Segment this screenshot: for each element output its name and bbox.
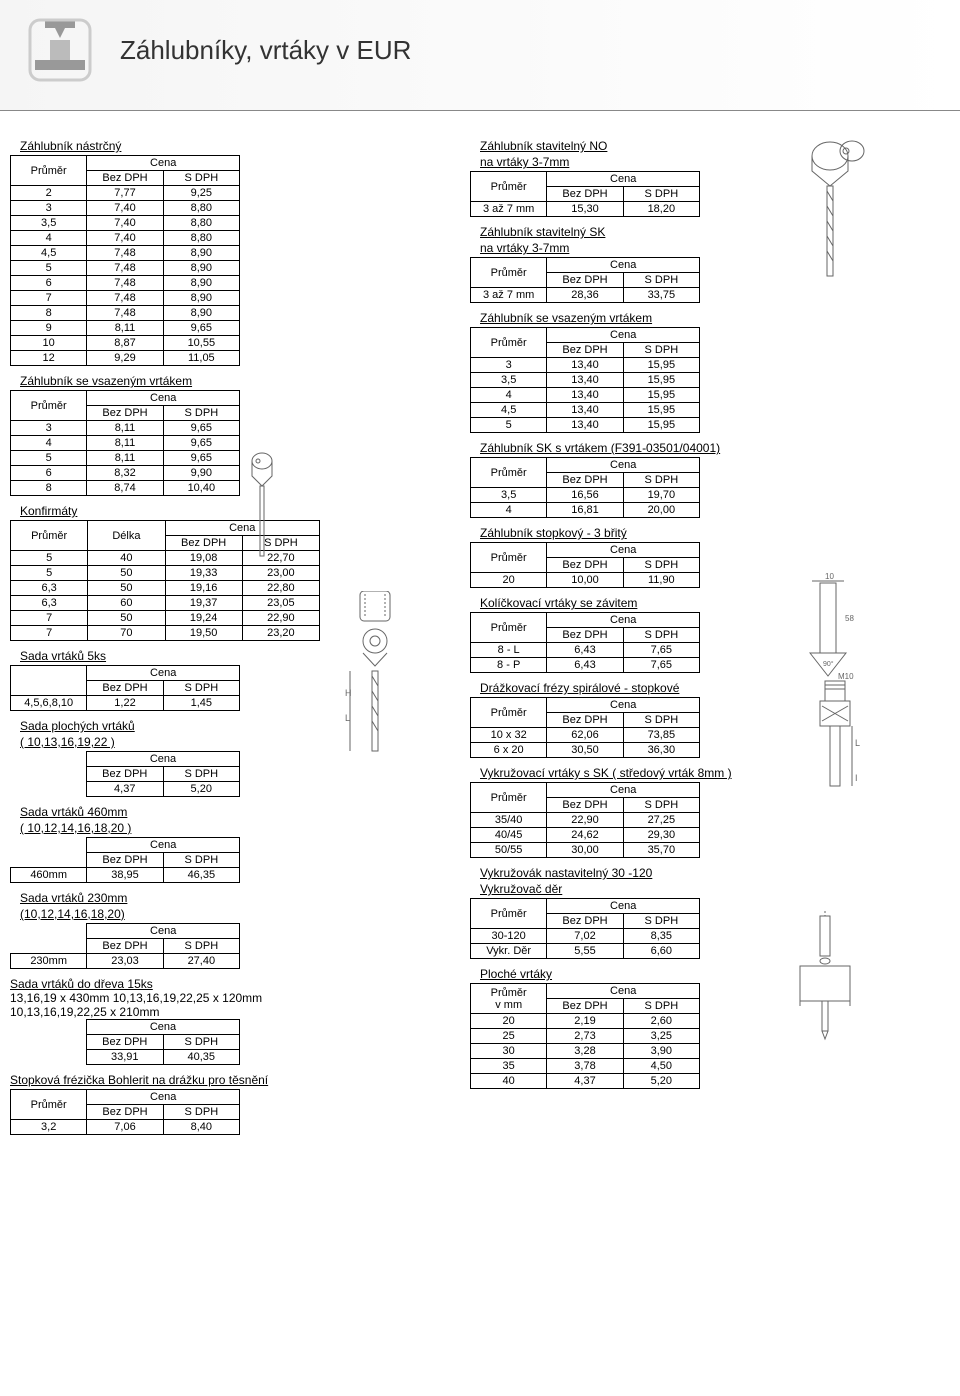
table-vsazeny: PrůměrCena Bez DPHS DPH 38,119,6548,119,…: [10, 390, 240, 496]
dowel-drill-icon: M10 L I: [800, 671, 870, 811]
table-15ks: Cena Bez DPHS DPH 33,9140,35: [10, 1019, 240, 1065]
sec-sub: Vykružovač děr: [480, 882, 900, 896]
sec-title: Záhlubník se vsazeným vrtákem: [480, 311, 900, 325]
content-area: Záhlubník nástrčný PrůměrCena Bez DPHS D…: [0, 111, 960, 1161]
sec-title: Záhlubník stopkový - 3 břitý: [480, 526, 900, 540]
table-230: Cena Bez DPHS DPH 230mm23,0327,40: [10, 923, 240, 969]
sec-title: Vykružovák nastavitelný 30 -120: [480, 866, 900, 880]
table-ploche-vrtaky: Průměrv mmCena Bez DPHS DPH 202,192,6025…: [470, 983, 700, 1089]
table-nastrcny: PrůměrCena Bez DPHS DPH 27,779,2537,408,…: [10, 155, 240, 366]
table-sk-vrtak: PrůměrCena Bez DPHS DPH 3,516,5619,70416…: [470, 457, 700, 518]
sec-sub: (10,12,14,16,18,20): [20, 907, 440, 921]
table-vykruz-sk: PrůměrCena Bez DPHS DPH 35/4022,9027,254…: [470, 782, 700, 858]
svg-text:L: L: [345, 713, 350, 723]
table-bohlerit: PrůměrCena Bez DPHS DPH 3,27,068,40: [10, 1089, 240, 1135]
table-sada5: Cena Bez DPHS DPH 4,5,6,8,101,221,45: [10, 665, 240, 711]
sec-title: Konfirmáty: [20, 504, 440, 518]
table-kolickovaci: PrůměrCena Bez DPHS DPH 8 - L6,437,658 -…: [470, 612, 700, 673]
table-stav-no: PrůměrCena Bez DPHS DPH 3 až 7 mm15,3018…: [470, 171, 700, 217]
svg-text:I: I: [855, 773, 858, 783]
sec-line: 13,16,19 x 430mm 10,13,16,19,22,25 x 120…: [10, 991, 440, 1005]
svg-text:M10: M10: [838, 672, 854, 681]
sec-title: Sada vrtáků 230mm: [20, 891, 440, 905]
hole-saw-icon: [790, 911, 860, 1051]
adjustable-countersink-icon: [800, 131, 870, 291]
table-vsazeny-r: PrůměrCena Bez DPHS DPH 313,4015,953,513…: [470, 327, 700, 433]
countersink-icon: [250, 451, 310, 571]
sec-title: Záhlubník nástrčný: [20, 139, 440, 153]
table-drazkovaci: PrůměrCena Bez DPHS DPH 10 x 3262,0673,8…: [470, 697, 700, 758]
sec-title: Záhlubník se vsazeným vrtákem: [20, 374, 440, 388]
sec-title: Stopková frézička Bohlerit na drážku pro…: [10, 1073, 440, 1087]
table-vykruzovak: PrůměrCena Bez DPHS DPH 30-1207,028,35Vy…: [470, 898, 700, 959]
page-title: Záhlubníky, vrtáky v EUR: [120, 35, 411, 66]
sec-sub: ( 10,12,14,16,18,20 ): [20, 821, 440, 835]
table-stav-sk: PrůměrCena Bez DPHS DPH 3 až 7 mm28,3633…: [470, 257, 700, 303]
svg-text:10: 10: [825, 572, 834, 581]
page-header: Záhlubníky, vrtáky v EUR: [0, 0, 960, 111]
left-column: Záhlubník nástrčný PrůměrCena Bez DPHS D…: [10, 131, 440, 1141]
sec-title: Záhlubník SK s vrtákem (F391-03501/04001…: [480, 441, 900, 455]
sec-line: 10,13,16,19,22,25 x 210mm: [10, 1005, 440, 1019]
sec-title: Sada vrtáků do dřeva 15ks: [10, 977, 440, 991]
svg-text:58: 58: [845, 614, 854, 623]
shank-countersink-icon: 10 58 90°: [800, 571, 860, 681]
svg-text:H: H: [345, 688, 352, 698]
table-stopkovy: PrůměrCena Bez DPHS DPH 2010,0011,90: [470, 542, 700, 588]
svg-text:90°: 90°: [823, 660, 834, 668]
sec-title: Sada vrtáků 460mm: [20, 805, 440, 819]
table-460: Cena Bez DPHS DPH 460mm38,9546,35: [10, 837, 240, 883]
table-ploche: Cena Bez DPHS DPH 4,375,20: [10, 751, 240, 797]
drill-dimension-icon: H L: [330, 591, 410, 771]
logo-icon: [20, 10, 100, 90]
right-column: Záhlubník stavitelný NO na vrtáky 3-7mm …: [470, 131, 900, 1141]
svg-text:L: L: [855, 738, 860, 748]
